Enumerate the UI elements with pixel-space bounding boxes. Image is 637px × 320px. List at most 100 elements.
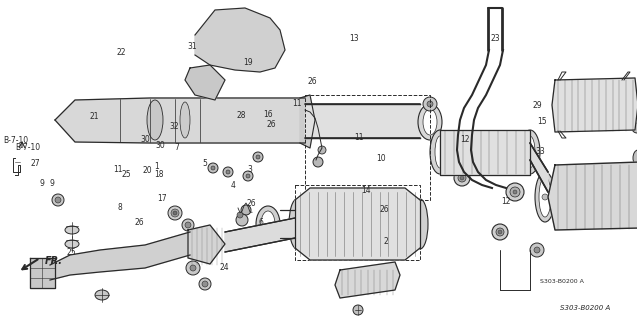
Ellipse shape — [211, 166, 215, 170]
Ellipse shape — [253, 152, 263, 162]
Text: 12: 12 — [461, 135, 469, 144]
Text: 15: 15 — [537, 117, 547, 126]
Text: 27: 27 — [30, 159, 40, 168]
Text: 16: 16 — [263, 110, 273, 119]
Ellipse shape — [435, 136, 445, 168]
Ellipse shape — [534, 247, 540, 253]
Ellipse shape — [199, 278, 211, 290]
Ellipse shape — [374, 277, 386, 289]
Polygon shape — [185, 65, 225, 100]
Ellipse shape — [202, 281, 208, 287]
Text: 4: 4 — [231, 181, 236, 190]
Text: 31: 31 — [187, 42, 197, 51]
Ellipse shape — [506, 183, 524, 201]
Text: 26: 26 — [134, 218, 144, 227]
Text: S303-B0200 A: S303-B0200 A — [540, 279, 583, 284]
Ellipse shape — [530, 243, 544, 257]
Ellipse shape — [171, 209, 179, 217]
Text: 7: 7 — [175, 143, 180, 152]
Ellipse shape — [423, 97, 437, 111]
Ellipse shape — [318, 146, 326, 154]
Text: 9: 9 — [49, 180, 54, 188]
Ellipse shape — [427, 101, 433, 107]
Ellipse shape — [208, 163, 218, 173]
Text: 25: 25 — [66, 248, 76, 257]
Text: 9: 9 — [39, 180, 45, 188]
Ellipse shape — [633, 150, 637, 166]
Text: 12: 12 — [502, 197, 511, 206]
Ellipse shape — [454, 170, 470, 186]
Polygon shape — [55, 98, 305, 143]
Ellipse shape — [353, 305, 363, 315]
Text: 20: 20 — [142, 166, 152, 175]
Text: 6: 6 — [259, 218, 264, 227]
Text: 21: 21 — [90, 112, 99, 121]
Text: 30: 30 — [140, 135, 150, 144]
Polygon shape — [548, 162, 637, 230]
Text: B-7-10: B-7-10 — [3, 136, 29, 145]
Ellipse shape — [520, 130, 540, 174]
Ellipse shape — [55, 197, 61, 203]
Text: 1: 1 — [154, 162, 159, 171]
Ellipse shape — [243, 171, 253, 181]
Ellipse shape — [180, 102, 190, 138]
Ellipse shape — [190, 265, 196, 271]
Text: 14: 14 — [361, 186, 371, 195]
Text: 11: 11 — [292, 100, 301, 108]
Ellipse shape — [223, 167, 233, 177]
Ellipse shape — [65, 226, 79, 234]
Ellipse shape — [377, 280, 383, 286]
Ellipse shape — [430, 130, 450, 174]
Ellipse shape — [52, 194, 64, 206]
Text: 17: 17 — [157, 194, 167, 203]
Ellipse shape — [510, 187, 520, 197]
Text: 18: 18 — [155, 170, 164, 179]
Ellipse shape — [632, 123, 637, 133]
Text: 33: 33 — [535, 148, 545, 156]
Text: 28: 28 — [236, 111, 245, 120]
Ellipse shape — [513, 190, 517, 194]
Ellipse shape — [418, 104, 442, 140]
Text: 2: 2 — [383, 237, 389, 246]
Ellipse shape — [173, 211, 177, 215]
Polygon shape — [530, 143, 548, 192]
Polygon shape — [335, 262, 400, 298]
Text: 11: 11 — [355, 133, 364, 142]
Ellipse shape — [535, 172, 555, 222]
Ellipse shape — [268, 48, 276, 56]
Polygon shape — [225, 218, 295, 252]
Text: 32: 32 — [169, 122, 180, 131]
Ellipse shape — [168, 206, 182, 220]
Ellipse shape — [458, 174, 466, 182]
Ellipse shape — [498, 230, 502, 234]
Ellipse shape — [185, 222, 191, 228]
Text: 23: 23 — [490, 34, 501, 43]
Text: FR.: FR. — [45, 256, 63, 266]
Ellipse shape — [289, 199, 305, 249]
Ellipse shape — [226, 170, 230, 174]
Polygon shape — [300, 95, 315, 148]
Polygon shape — [30, 258, 55, 288]
Text: 11: 11 — [113, 165, 122, 174]
Ellipse shape — [412, 199, 428, 249]
Ellipse shape — [542, 194, 548, 200]
Polygon shape — [50, 232, 190, 280]
Text: 8: 8 — [117, 204, 122, 212]
Text: B-7-10: B-7-10 — [15, 143, 40, 153]
Ellipse shape — [241, 205, 251, 215]
Text: 13: 13 — [349, 34, 359, 43]
Text: 25: 25 — [122, 170, 132, 179]
Polygon shape — [188, 225, 225, 264]
Ellipse shape — [182, 219, 194, 231]
Polygon shape — [552, 78, 637, 132]
Text: 26: 26 — [307, 77, 317, 86]
Polygon shape — [195, 8, 285, 72]
Text: 29: 29 — [533, 101, 543, 110]
Ellipse shape — [65, 240, 79, 248]
Polygon shape — [305, 104, 420, 138]
Ellipse shape — [186, 261, 200, 275]
Ellipse shape — [256, 206, 280, 242]
Ellipse shape — [246, 174, 250, 178]
Text: 26: 26 — [266, 120, 276, 129]
Ellipse shape — [95, 290, 109, 300]
